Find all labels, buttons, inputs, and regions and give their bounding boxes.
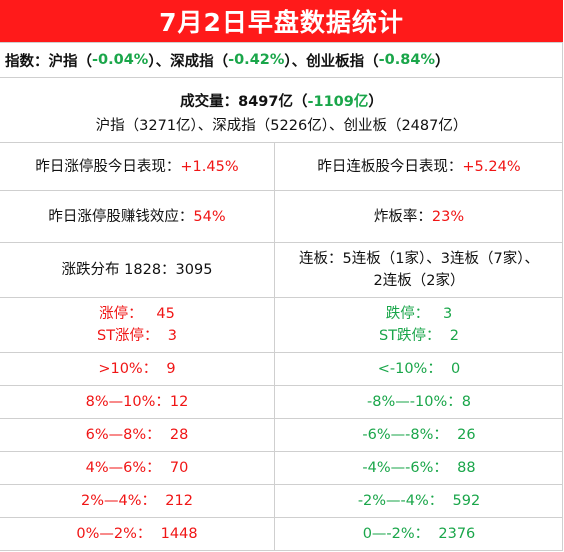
- consecutive-list-line2: 2连板（2家）: [373, 273, 465, 289]
- bucket-down-value: -6%—-8%： 26: [274, 419, 563, 451]
- limit-up-performance: 昨日涨停股今日表现： +1.45%: [0, 143, 274, 190]
- volume-close: ）: [368, 94, 383, 110]
- money-effect-row: 昨日涨停股赚钱效应： 54% 炸板率： 23%: [0, 190, 563, 242]
- bucket-up-value: 2%—4%： 212: [81, 493, 193, 509]
- consecutive-board-performance: 昨日连板股今日表现： +5.24%: [274, 143, 563, 190]
- performance-row: 昨日涨停股今日表现： +1.45% 昨日连板股今日表现： +5.24%: [0, 142, 563, 190]
- volume-label: 成交量：: [180, 94, 239, 110]
- limit-down-count: 跌停： 3: [385, 306, 453, 322]
- volume-value: 8497亿: [238, 94, 293, 110]
- break-rate-value: 23%: [431, 208, 465, 225]
- bucket-up-value: 6%—8%： 28: [85, 427, 189, 443]
- bucket-row: 4%—6%： 70 -4%—-6%： 88: [0, 451, 563, 484]
- bucket-up-value: >10%： 9: [98, 361, 176, 377]
- limit-count-row: 涨停： 45 ST涨停： 3 跌停： 3 ST跌停： 2: [0, 297, 563, 352]
- page-title: 7月2日早盘数据统计: [159, 8, 404, 37]
- money-effect-cell: 昨日涨停股赚钱效应： 54%: [0, 191, 274, 242]
- bucket-up-value: 4%—6%： 70: [85, 460, 189, 476]
- bucket-row: 2%—4%： 212 -2%—-4%： 592: [0, 484, 563, 517]
- volume-total: 成交量：8497亿（-1109亿）: [0, 90, 563, 111]
- index-label: 指数：: [5, 53, 49, 70]
- index-row: 指数： 沪指（ -0.04% ）、深成指（ -0.42% ）、创业板指（ -0.…: [0, 42, 563, 77]
- cyb-index-change: -0.84%: [378, 52, 435, 68]
- consecutive-list-line1: 连板：5连板（1家）、3连板（7家）、: [299, 251, 539, 267]
- sz-index-name: ）、深成指（: [148, 53, 229, 70]
- limit-down-counts: 跌停： 3 ST跌停： 2: [274, 298, 563, 352]
- distribution-row: 涨跌分布 1828：3095 连板：5连板（1家）、3连板（7家）、 2连板（2…: [0, 242, 563, 297]
- bucket-down-value: -2%—-4%： 592: [274, 485, 563, 517]
- limit-up-counts: 涨停： 45 ST涨停： 3: [0, 298, 274, 352]
- st-limit-down-count: ST跌停： 2: [378, 328, 459, 344]
- sh-index-name: 沪指（: [48, 53, 93, 70]
- bucket-up-value: 8%—10%：12: [85, 394, 189, 410]
- bucket-row: 0%—2%： 1448 0—-2%： 2376: [0, 517, 563, 550]
- sh-index-change: -0.04%: [92, 52, 149, 68]
- volume-detail: 沪指（3271亿）、深成指（5226亿）、创业板（2487亿）: [95, 118, 468, 134]
- break-rate-label: 炸板率：: [373, 208, 432, 225]
- consecutive-perf-label: 昨日连板股今日表现：: [317, 158, 463, 175]
- cyb-index-name: ）、创业板指（: [284, 53, 379, 70]
- bucket-down-value: <-10%： 0: [274, 353, 563, 385]
- volume-row: 成交量：8497亿（-1109亿） 沪指（3271亿）、深成指（5226亿）、创…: [0, 77, 563, 142]
- volume-change: -1109亿: [307, 94, 369, 110]
- bucket-down-value: -4%—-6%： 88: [274, 452, 563, 484]
- bucket-up-value: 0%—2%： 1448: [76, 526, 198, 542]
- bucket-row: 8%—10%：12 -8%—-10%：8: [0, 385, 563, 418]
- consecutive-board-list: 连板：5连板（1家）、3连板（7家）、 2连板（2家）: [274, 243, 563, 297]
- limit-up-count: 涨停： 45: [99, 306, 175, 322]
- bucket-row: 6%—8%： 28 -6%—-8%： 26: [0, 418, 563, 451]
- bucket-down-value: -8%—-10%：8: [274, 386, 563, 418]
- break-rate-cell: 炸板率： 23%: [274, 191, 563, 242]
- limit-up-perf-value: +1.45%: [180, 158, 239, 175]
- consecutive-perf-value: +5.24%: [462, 158, 521, 175]
- title-bar: 7月2日早盘数据统计: [0, 0, 563, 42]
- st-limit-up-count: ST涨停： 3: [96, 328, 177, 344]
- up-down-distribution: 涨跌分布 1828：3095: [61, 262, 213, 278]
- money-effect-label: 昨日涨停股赚钱效应：: [48, 208, 194, 225]
- bucket-row: >10%： 9 <-10%： 0: [0, 352, 563, 385]
- sz-index-change: -0.42%: [228, 52, 285, 68]
- bucket-down-value: 0—-2%： 2376: [274, 518, 563, 550]
- limit-up-perf-label: 昨日涨停股今日表现：: [35, 158, 181, 175]
- money-effect-value: 54%: [193, 208, 226, 225]
- index-row-end: ）: [434, 53, 450, 70]
- volume-open: （: [292, 94, 308, 110]
